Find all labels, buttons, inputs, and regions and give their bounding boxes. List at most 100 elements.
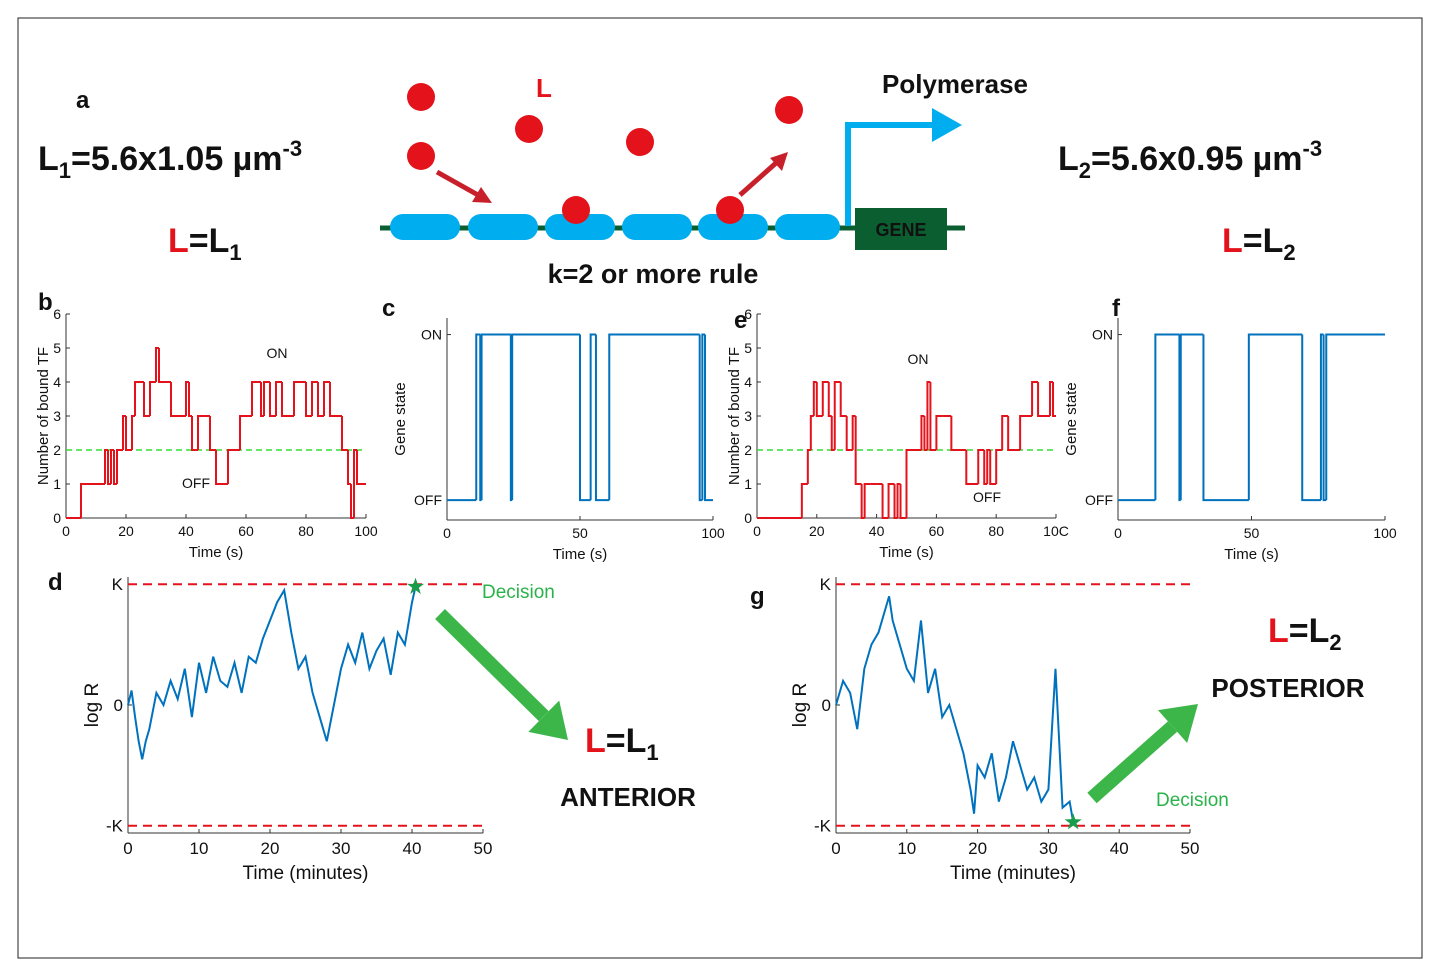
site [468, 214, 538, 240]
step-segment [188, 382, 192, 417]
step-segment [950, 416, 967, 451]
site [775, 214, 840, 240]
superscript: -3 [1303, 136, 1323, 161]
x-tick-label: 50 [1244, 525, 1260, 541]
text: =5.6x0.95 µm [1091, 140, 1302, 178]
step-segment [209, 416, 216, 451]
step-segment [143, 382, 147, 417]
symbol: L [1058, 140, 1079, 178]
step-segment [989, 450, 997, 485]
subscript: 1 [229, 240, 241, 265]
step-segment [329, 382, 339, 417]
binding-sites [390, 214, 840, 240]
annotation: ON [267, 345, 288, 361]
step-segment [800, 483, 808, 518]
x-tick-label: 30 [332, 839, 351, 858]
x-tick-label: 0 [443, 525, 451, 541]
decision-label: Decision [1156, 790, 1229, 811]
step-segment [125, 416, 132, 451]
step-segment [347, 450, 351, 485]
step-segment [269, 382, 276, 417]
step-segment [1019, 415, 1027, 450]
step-segment [704, 334, 713, 502]
y-axis-label: Number of bound TF [35, 347, 52, 485]
step-segment [1001, 415, 1009, 450]
step-segment [594, 334, 610, 502]
step-segment [881, 484, 889, 519]
step-segment [356, 450, 360, 485]
text: =L [1243, 222, 1284, 260]
y-tick-label: 2 [744, 442, 752, 458]
step-segment [1031, 381, 1039, 416]
step-segment [158, 348, 162, 383]
step-segment [1037, 382, 1045, 417]
x-tick-label: 100 [1373, 525, 1397, 541]
x-tick-label: 50 [1181, 839, 1200, 858]
step-segment [511, 333, 580, 501]
right-setting: L=L2 [1222, 222, 1296, 265]
y-axis-label: Gene state [1063, 382, 1080, 455]
step-segment [821, 381, 829, 416]
subscript: 1 [646, 740, 658, 765]
step-segment [149, 381, 156, 416]
step-segment [887, 483, 895, 518]
step-segment [239, 415, 246, 450]
step-segment [839, 382, 847, 417]
polymerase-arrow [845, 122, 932, 226]
x-tick-label: 40 [178, 523, 194, 539]
y-tick-label: K [112, 575, 124, 594]
y-tick-label: 2 [53, 442, 61, 458]
outcome-region: ANTERIOR [560, 782, 696, 812]
y-tick-label: 0 [822, 696, 831, 715]
step-segment [935, 415, 943, 450]
text: =L [606, 722, 647, 760]
site [545, 214, 615, 240]
subscript: 2 [1329, 630, 1341, 655]
step-segment [281, 382, 288, 417]
symbol: L [38, 140, 59, 178]
step-segment [929, 382, 937, 451]
x-tick-label: 60 [238, 523, 254, 539]
x-axis-label: Time (s) [553, 546, 607, 563]
x-axis-label: Time (minutes) [243, 863, 369, 884]
x-tick-label: 10 [897, 839, 916, 858]
y-tick-label: 6 [744, 306, 752, 322]
x-tick-label: 80 [988, 523, 1004, 539]
step-segment [293, 381, 306, 416]
y-tick-label: OFF [414, 492, 442, 508]
x-tick-label: 60 [929, 523, 945, 539]
x-tick-label: 20 [809, 523, 825, 539]
polymerase-arrow-head [932, 108, 962, 142]
outcome-arrow [1087, 721, 1178, 804]
outcome-arrow-head [528, 700, 568, 740]
panel-letter: d [48, 569, 63, 596]
x-tick-label: 30 [1039, 839, 1058, 858]
frame [17, 17, 1423, 959]
decision-label: Decision [482, 582, 555, 603]
step-segment [227, 449, 234, 484]
text: =L [189, 222, 230, 260]
arrow [738, 161, 778, 197]
step-segment [845, 416, 853, 451]
right-concentration: L2=5.6x0.95 µm-3 [1058, 136, 1322, 183]
ligands [407, 83, 803, 224]
step-segment [608, 333, 700, 501]
site [698, 214, 768, 240]
outcome-arrow [435, 609, 549, 722]
step-segment [311, 381, 318, 416]
step-segment [833, 381, 841, 450]
step-segment [1319, 333, 1324, 501]
x-tick-label: 100 [354, 523, 378, 539]
decision-star [1064, 813, 1082, 830]
left-setting: L=L1 [168, 222, 242, 265]
text: =5.6x1.05 µm [71, 140, 282, 178]
annotation: ON [908, 351, 929, 367]
annotation: OFF [973, 489, 1001, 505]
ligand [775, 96, 803, 124]
superscript: -3 [283, 136, 303, 161]
x-tick-label: 0 [831, 839, 840, 858]
step-segment [806, 449, 811, 484]
x-tick-label: 50 [474, 839, 493, 858]
y-tick-label: 5 [744, 340, 752, 356]
